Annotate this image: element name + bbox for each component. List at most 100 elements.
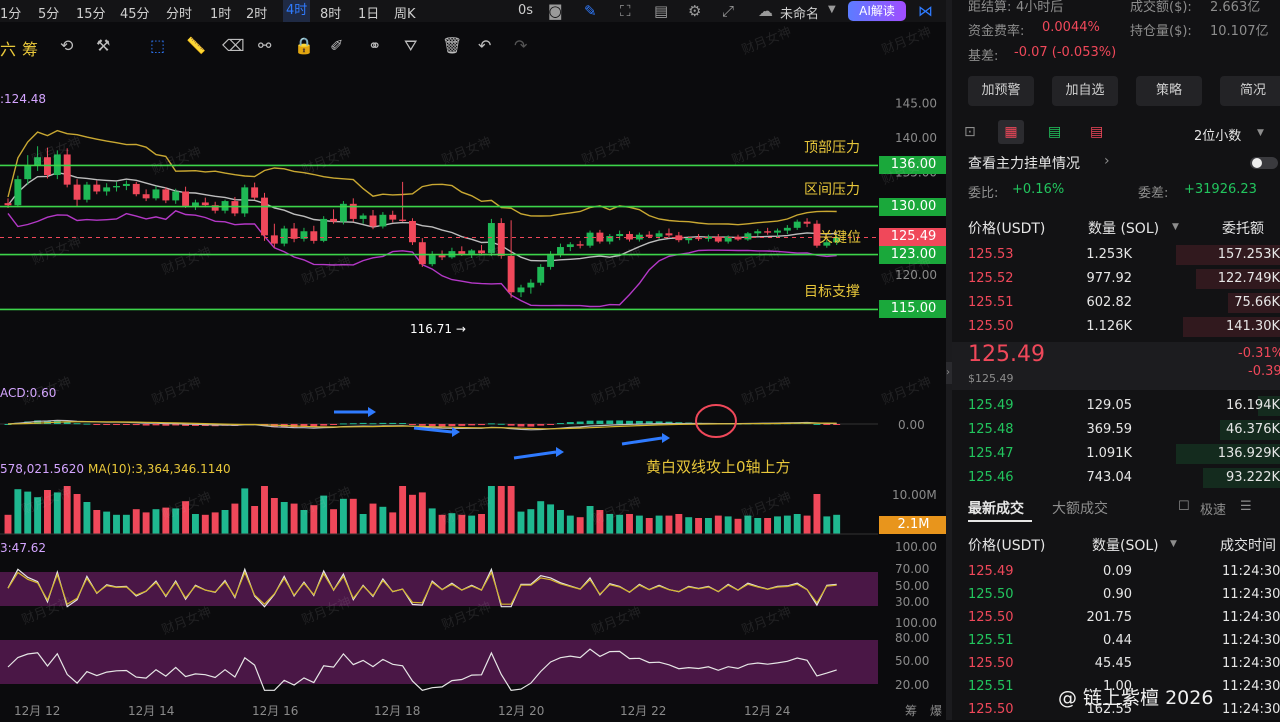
candle[interactable] xyxy=(448,248,455,259)
main-orders-link[interactable]: 查看主力挂单情况 xyxy=(968,153,1080,173)
candle[interactable] xyxy=(754,229,761,236)
candle[interactable] xyxy=(794,220,801,230)
timeframe-6[interactable]: 2时 xyxy=(246,3,267,22)
candle[interactable] xyxy=(24,155,31,184)
candle[interactable] xyxy=(764,228,771,235)
toolbar-item[interactable]: 筹 xyxy=(22,36,38,60)
candle[interactable] xyxy=(291,223,298,242)
timeframe-7[interactable]: 4时 xyxy=(283,0,310,22)
cloud-icon[interactable]: ☁ xyxy=(758,2,773,20)
layout-ob-icon[interactable]: ▦ xyxy=(998,120,1024,144)
bottom-axis-char[interactable]: 筹 xyxy=(905,702,917,719)
timeframe-2[interactable]: 15分 xyxy=(76,3,106,22)
layout-both-icon[interactable]: ⊡ xyxy=(964,124,976,140)
candle[interactable] xyxy=(123,181,130,191)
timeframe-10[interactable]: 周K xyxy=(394,3,416,22)
decimals-select[interactable]: 2位小数 xyxy=(1194,125,1241,144)
candle[interactable] xyxy=(498,218,505,258)
candle[interactable] xyxy=(616,231,623,241)
trade-list-icon[interactable]: ☰ xyxy=(1240,499,1252,514)
candle[interactable] xyxy=(744,232,751,241)
brush-icon[interactable]: ⚒ xyxy=(96,36,110,55)
candle[interactable] xyxy=(527,279,534,293)
candle[interactable] xyxy=(113,182,120,192)
candle[interactable] xyxy=(64,148,71,187)
candle[interactable] xyxy=(419,238,426,267)
candle[interactable] xyxy=(192,200,199,210)
chevron-down-icon[interactable]: ▼ xyxy=(1170,539,1177,549)
candle[interactable] xyxy=(508,220,515,297)
indicator-icon[interactable]: ▤ xyxy=(654,2,668,20)
overview-button[interactable]: 简况 xyxy=(1220,76,1280,106)
layout-asks-icon[interactable]: ▤ xyxy=(1090,124,1103,140)
add-alert-button[interactable]: 加预警 xyxy=(968,76,1034,106)
trade-header-qty[interactable]: 数量(SOL) xyxy=(1092,535,1159,555)
tab-latest-trades[interactable]: 最新成交 xyxy=(968,498,1024,518)
candle[interactable] xyxy=(103,183,110,195)
chevron-right-icon[interactable]: › xyxy=(1104,153,1110,169)
candle[interactable] xyxy=(153,186,160,200)
pen-icon[interactable]: ✎ xyxy=(584,2,597,20)
candle[interactable] xyxy=(93,181,100,195)
settings-icon[interactable]: ⚙ xyxy=(688,2,701,20)
bottom-axis-char[interactable]: 爆 xyxy=(930,702,942,719)
candle[interactable] xyxy=(162,187,169,203)
trash-icon[interactable]: 🗑 xyxy=(442,36,462,55)
speed-label[interactable]: 极速 xyxy=(1200,499,1226,518)
candle[interactable] xyxy=(468,249,475,258)
chevron-down-icon[interactable]: ▼ xyxy=(1172,222,1179,232)
candle[interactable] xyxy=(804,218,811,227)
candle[interactable] xyxy=(370,210,377,229)
candle[interactable] xyxy=(626,231,633,241)
candle[interactable] xyxy=(379,212,386,228)
candle[interactable] xyxy=(212,202,219,214)
candle[interactable] xyxy=(360,213,367,223)
replay-icon[interactable]: ⟲ xyxy=(60,36,73,55)
candle[interactable] xyxy=(261,193,268,241)
timeframe-5[interactable]: 1时 xyxy=(210,3,231,22)
candle[interactable] xyxy=(666,229,673,238)
candle[interactable] xyxy=(596,230,603,244)
layout-bids-icon[interactable]: ▤ xyxy=(1048,124,1061,140)
lock-icon[interactable]: 🔒 xyxy=(294,36,314,55)
candle[interactable] xyxy=(577,241,584,249)
chevron-down-icon[interactable]: ▼ xyxy=(1257,128,1264,138)
candle[interactable] xyxy=(320,216,327,242)
candle[interactable] xyxy=(537,264,544,285)
candle[interactable] xyxy=(330,209,337,223)
timeframe-8[interactable]: 8时 xyxy=(320,3,341,22)
tab-large-trades[interactable]: 大额成交 xyxy=(1052,498,1108,518)
filter-icon[interactable]: ⛛ xyxy=(404,36,417,56)
ruler-icon[interactable]: 📏 xyxy=(186,36,206,55)
candle[interactable] xyxy=(133,182,140,196)
candle[interactable] xyxy=(409,218,416,245)
candle[interactable] xyxy=(241,185,248,217)
candle[interactable] xyxy=(656,231,663,240)
candle[interactable] xyxy=(567,242,574,251)
link-icon[interactable]: ⚭ xyxy=(368,36,381,55)
share-icon[interactable]: ⋈ xyxy=(918,2,933,20)
candle[interactable] xyxy=(340,201,347,224)
price-chart[interactable]: 145.00140.00135.00130.00125.00120.00115.… xyxy=(0,60,946,720)
candle[interactable] xyxy=(14,176,21,208)
candle[interactable] xyxy=(784,225,791,234)
candle[interactable] xyxy=(301,228,308,242)
candle[interactable] xyxy=(587,231,594,248)
candle[interactable] xyxy=(606,234,613,244)
timeframe-0[interactable]: 1分 xyxy=(0,3,21,22)
fullscreen-icon[interactable]: ⤢ xyxy=(722,2,734,20)
undo-icon[interactable]: ↶ xyxy=(478,36,491,55)
candle[interactable] xyxy=(83,182,90,203)
candle[interactable] xyxy=(705,235,712,242)
candle[interactable] xyxy=(350,198,357,221)
candle[interactable] xyxy=(44,148,51,179)
candle[interactable] xyxy=(715,234,722,243)
candle[interactable] xyxy=(389,211,396,223)
expand-icon[interactable]: ⛶ xyxy=(620,2,631,20)
speed-checkbox-icon[interactable]: ☐ xyxy=(1178,499,1190,514)
candle[interactable] xyxy=(399,182,406,222)
